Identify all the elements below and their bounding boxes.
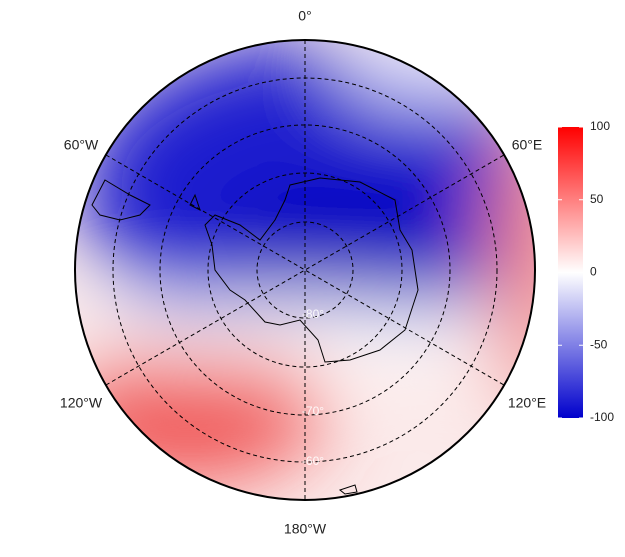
longitude-label: 120°E [508, 395, 546, 411]
map-border [74, 39, 536, 501]
graticule [105, 40, 505, 500]
colorbar-tick-label: 100 [590, 119, 610, 133]
colorbar-tick-label: -100 [590, 410, 614, 424]
colorbar [558, 127, 583, 418]
longitude-label: 60°E [512, 137, 543, 153]
colorbar-tick-label: 50 [590, 192, 604, 206]
coastline [91, 177, 419, 363]
longitude-label: 0° [298, 8, 311, 24]
longitude-label: 120°W [60, 395, 103, 411]
latitude-label: -80° [302, 307, 324, 321]
coastline [338, 484, 358, 495]
longitude-label: 180°W [284, 521, 327, 537]
latitude-label: -60° [302, 454, 324, 468]
latitude-label: -70° [302, 404, 324, 418]
colorbar-ticks: 100 50 0 -50 -100 [558, 119, 614, 424]
colorbar-tick-label: -50 [590, 337, 608, 351]
field [75, 40, 535, 500]
colorbar-tick-label: 0 [590, 265, 597, 279]
longitude-label: 60°W [64, 137, 99, 153]
